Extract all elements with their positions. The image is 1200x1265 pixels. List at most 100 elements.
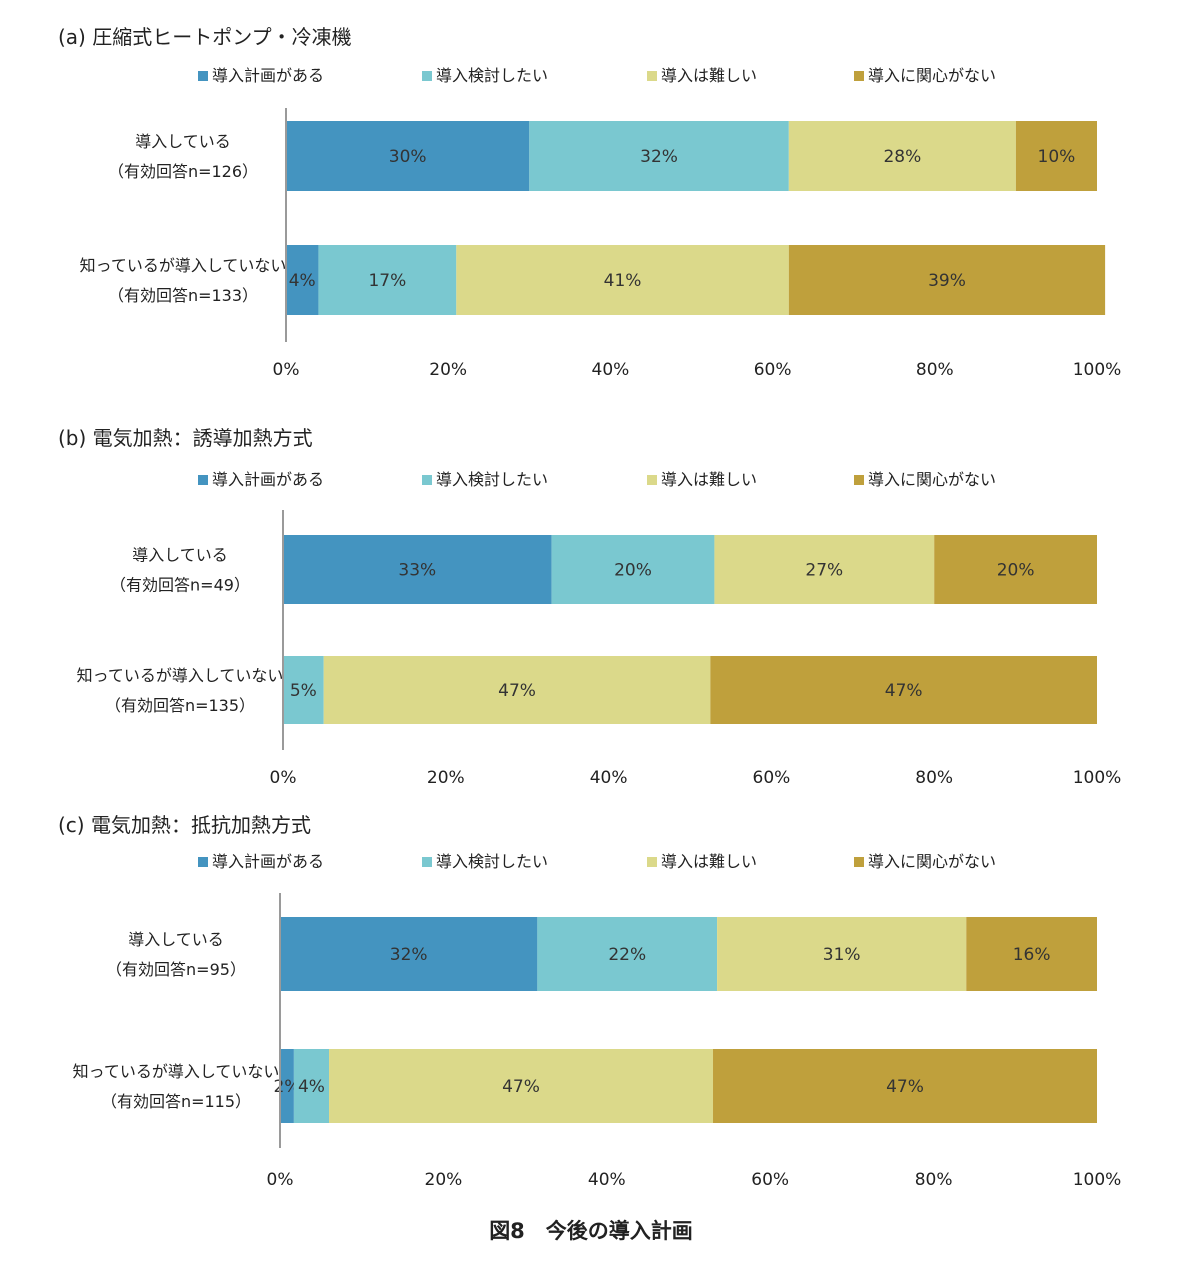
panel-c-x-tick-3: 60% [751, 1170, 789, 1190]
figure-caption: 図8 今後の導入計画 [489, 1219, 693, 1243]
panel-b-data-label-1-1: 33% [398, 561, 436, 581]
panel-b-bar-2-2 [283, 656, 324, 724]
panel-b-category-label-2-line-1: 知っているが導入していない [77, 666, 284, 685]
panel-a-data-label-1-2: 32% [640, 147, 678, 167]
panel-b-legend-label-4: 導入に関心がない [868, 470, 996, 489]
panel-c-x-tick-4: 80% [915, 1170, 953, 1190]
panel-b-x-tick-3: 60% [753, 768, 791, 788]
panel-a-legend-label-1: 導入計画がある [212, 66, 324, 85]
panel-a-category-label-2-line-2: （有効回答n=133） [108, 286, 258, 305]
panel-b-bar-2-3 [323, 656, 711, 724]
panel-c-x-tick-2: 40% [588, 1170, 626, 1190]
panel-a-title: (a) 圧縮式ヒートポンプ・冷凍機 [58, 25, 352, 49]
panel-a-bar-1-3 [788, 121, 1016, 191]
panel-a-bar-1-2 [529, 121, 789, 191]
panel-b-category-label-1-line-1: 導入している [132, 546, 228, 565]
panel-a-legend-swatch-1 [198, 71, 208, 81]
panel-b-x-tick-1: 20% [427, 768, 465, 788]
panel-b-bar-2-4 [710, 656, 1097, 724]
panel-a-bar-1-1 [286, 121, 530, 191]
panel-a-data-label-2-4: 39% [928, 271, 966, 291]
panel-b-x-tick-4: 80% [915, 768, 953, 788]
panel-b-data-label-1-3: 27% [805, 561, 843, 581]
panel-a-data-label-2-2: 17% [368, 271, 406, 291]
panel-c-bar-2-3 [329, 1049, 714, 1123]
panel-c-data-label-2-2: 4% [298, 1077, 325, 1097]
panel-c-legend-swatch-4 [854, 857, 864, 867]
panel-c-bar-1-2 [537, 917, 718, 991]
panel-c-bar-2-4 [713, 1049, 1097, 1123]
panel-a-data-label-1-4: 10% [1038, 147, 1076, 167]
panel-b-data-label-1-2: 20% [614, 561, 652, 581]
panel-a-x-tick-5: 100% [1073, 360, 1122, 380]
panel-a-legend-label-2: 導入検討したい [436, 66, 548, 85]
panel-c-legend-label-1: 導入計画がある [212, 852, 324, 871]
panel-c-legend-label-3: 導入は難しい [661, 852, 757, 871]
panel-c-legend-label-2: 導入検討したい [436, 852, 548, 871]
panel-b-category-label-1-line-2: （有効回答n=49） [110, 576, 250, 595]
panel-a-legend-swatch-4 [854, 71, 864, 81]
panel-a-bar-2-1 [286, 245, 319, 315]
panel-c-bar-2-1 [280, 1049, 294, 1123]
panel-c-legend-swatch-1 [198, 857, 208, 867]
panel-c-legend-swatch-3 [647, 857, 657, 867]
panel-b-bar-1-3 [714, 535, 935, 604]
panel-a-data-label-2-1: 4% [289, 271, 316, 291]
panel-a-category-label-1-line-1: 導入している [135, 132, 231, 151]
panel-c-data-label-1-4: 16% [1013, 945, 1051, 965]
panel-b-bar-1-1 [283, 535, 552, 604]
panel-c-category-label-2-line-2: （有効回答n=115） [101, 1092, 251, 1111]
panel-c-category-label-1-line-2: （有効回答n=95） [106, 960, 246, 979]
panel-b-data-label-2-2: 5% [290, 681, 317, 701]
panel-b-legend-swatch-4 [854, 475, 864, 485]
panel-c-category-label-1-line-1: 導入している [128, 930, 224, 949]
panel-a-bar-1-4 [1015, 121, 1097, 191]
panel-c-data-label-2-3: 47% [502, 1077, 540, 1097]
panel-c-x-tick-5: 100% [1073, 1170, 1122, 1190]
panel-b-x-tick-5: 100% [1073, 768, 1122, 788]
panel-a-bar-2-2 [318, 245, 457, 315]
panel-a-x-tick-3: 60% [754, 360, 792, 380]
panel-a-legend-label-4: 導入に関心がない [868, 66, 996, 85]
panel-c-data-label-1-2: 22% [608, 945, 646, 965]
panel-a-legend-swatch-3 [647, 71, 657, 81]
panel-c-title: (c) 電気加熱：抵抗加熱方式 [58, 813, 311, 837]
panel-b-legend-label-3: 導入は難しい [661, 470, 757, 489]
panel-b-legend-label-1: 導入計画がある [212, 470, 324, 489]
panel-b-title: (b) 電気加熱：誘導加熱方式 [58, 426, 313, 450]
panel-a-legend-label-3: 導入は難しい [661, 66, 757, 85]
panel-a-data-label-1-1: 30% [389, 147, 427, 167]
panel-b-legend-swatch-1 [198, 475, 208, 485]
panel-b-data-label-2-3: 47% [498, 681, 536, 701]
panel-a-legend-swatch-2 [422, 71, 432, 81]
panel-c-bar-1-3 [717, 917, 967, 991]
panel-c-data-label-1-3: 31% [823, 945, 861, 965]
panel-a-x-tick-4: 80% [916, 360, 954, 380]
panel-c-bar-1-4 [966, 917, 1097, 991]
panel-c-bar-2-2 [293, 1049, 330, 1123]
panel-c-bar-1-1 [280, 917, 538, 991]
panel-a-bar-2-3 [456, 245, 789, 315]
panel-b-legend-swatch-2 [422, 475, 432, 485]
panel-c-data-label-2-4: 47% [886, 1077, 924, 1097]
panel-a-x-tick-2: 40% [592, 360, 630, 380]
panel-b-legend-label-2: 導入検討したい [436, 470, 548, 489]
panel-b-bar-1-2 [551, 535, 715, 604]
panel-a-category-label-2-line-1: 知っているが導入していない [80, 256, 287, 275]
panel-c-x-tick-0: 0% [267, 1170, 294, 1190]
panel-a-bar-2-4 [788, 245, 1106, 315]
panel-b-category-label-2-line-2: （有効回答n=135） [105, 696, 255, 715]
panel-a-data-label-2-3: 41% [604, 271, 642, 291]
panel-c-x-tick-1: 20% [425, 1170, 463, 1190]
panel-b-data-label-2-4: 47% [885, 681, 923, 701]
panel-a-x-tick-0: 0% [273, 360, 300, 380]
panel-b-bar-1-4 [934, 535, 1097, 604]
panel-b-legend-swatch-3 [647, 475, 657, 485]
panel-c-category-label-2-line-1: 知っているが導入していない [73, 1062, 280, 1081]
panel-a-category-label-1-line-2: （有効回答n=126） [108, 162, 258, 181]
panel-c-legend-swatch-2 [422, 857, 432, 867]
panel-c-legend-label-4: 導入に関心がない [868, 852, 996, 871]
panel-c-data-label-1-1: 32% [390, 945, 428, 965]
panel-b-x-tick-0: 0% [270, 768, 297, 788]
